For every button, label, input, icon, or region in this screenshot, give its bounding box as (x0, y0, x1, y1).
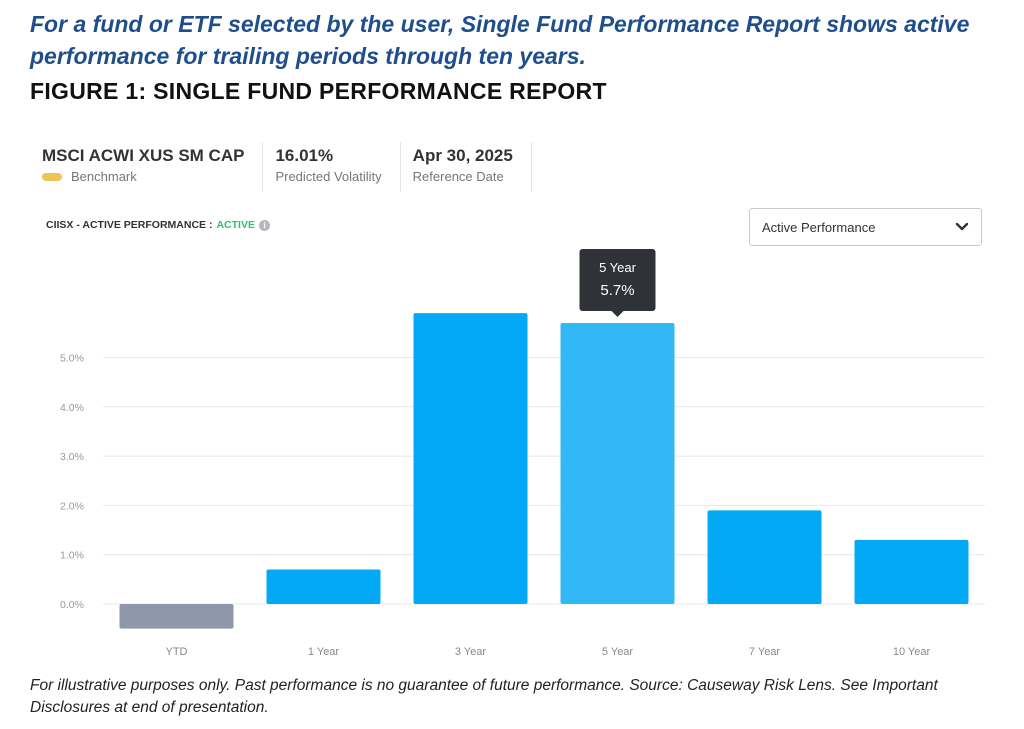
performance-type-selected: Active Performance (762, 219, 876, 235)
x-tick-label: 5 Year (602, 646, 634, 658)
info-icon[interactable]: i (258, 219, 270, 231)
tooltip-value: 5.7% (600, 282, 634, 299)
footnote: For illustrative purposes only. Past per… (30, 677, 938, 716)
y-tick-label: 3.0% (60, 451, 84, 463)
y-tick-label: 4.0% (60, 402, 84, 414)
chart-header-status: ACTIVE (216, 219, 255, 231)
bar-ytd (119, 604, 234, 629)
y-tick-label: 5.0% (60, 353, 84, 365)
benchmark-label: Benchmark (71, 169, 137, 184)
benchmark-stat: MSCI ACWI XUS SM CAP Benchmark (30, 142, 264, 192)
chart-header-prefix: CIISX - ACTIVE PERFORMANCE : (46, 219, 213, 231)
tooltip-arrow (611, 310, 624, 317)
x-tick-label: 7 Year (749, 646, 781, 658)
tooltip-box (579, 248, 656, 311)
x-tick-label: 10 Year (893, 646, 931, 658)
chevron-down-icon (955, 222, 969, 231)
x-tick-label: 3 Year (455, 646, 487, 658)
reference-date-label: Reference Date (412, 169, 504, 184)
reference-date-stat: Apr 30, 2025 Reference Date (401, 142, 532, 192)
tooltip-title: 5 Year (599, 260, 637, 275)
reference-date-value: Apr 30, 2025 (412, 146, 513, 165)
benchmark-value: MSCI ACWI XUS SM CAP (42, 146, 245, 165)
x-tick-label: 1 Year (308, 646, 340, 658)
bar-3-year (413, 313, 528, 604)
figure-title: FIGURE 1: SINGLE FUND PERFORMANCE REPORT (30, 78, 607, 104)
y-tick-label: 1.0% (60, 550, 84, 562)
chart-header: CIISX - ACTIVE PERFORMANCE : ACTIVE i (46, 219, 270, 231)
stats-bar: MSCI ACWI XUS SM CAP Benchmark 16.01% Pr… (30, 142, 532, 192)
bar-10-year (854, 539, 969, 604)
y-tick-label: 0.0% (60, 599, 84, 611)
x-tick-label: YTD (166, 646, 188, 658)
benchmark-label-row: Benchmark (42, 169, 244, 184)
intro-text: For a fund or ETF selected by the user, … (30, 11, 970, 69)
y-tick-label: 2.0% (60, 500, 84, 512)
bar-1-year (266, 569, 381, 604)
volatility-value: 16.01% (275, 146, 334, 165)
performance-bar-chart: 0.0% 1.0% 2.0% 3.0% 4.0% 5.0% YTD 1 Year 3 Year 5… (60, 248, 985, 658)
performance-type-select[interactable]: Active Performance (749, 208, 982, 246)
bar-5-year (560, 322, 675, 604)
volatility-stat: 16.01% Predicted Volatility (263, 142, 401, 192)
benchmark-swatch-icon (42, 172, 62, 181)
volatility-label: Predicted Volatility (275, 169, 382, 184)
bar-7-year (707, 510, 822, 604)
